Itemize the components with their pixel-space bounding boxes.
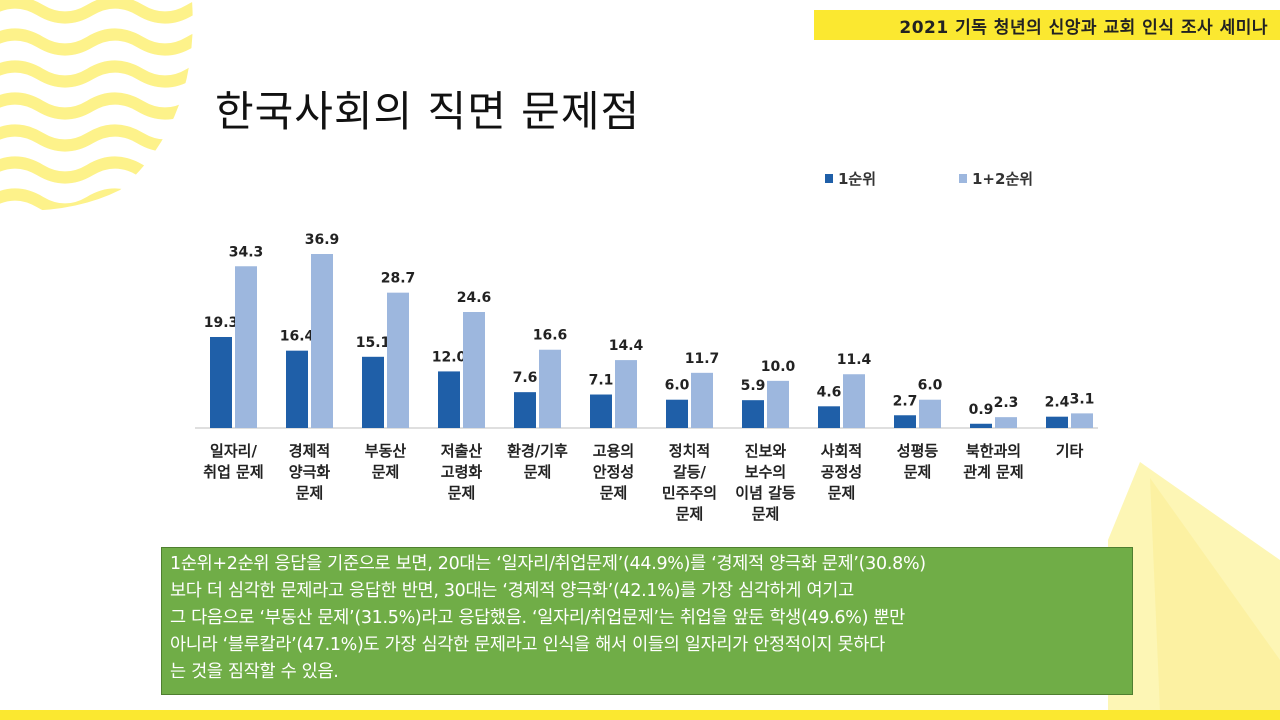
data-label-series-1: 12.0: [432, 349, 467, 365]
legend-label-series-2: 1+2순위: [972, 170, 1033, 188]
category-label: 일자리/: [210, 442, 257, 460]
bar-series-2: [235, 266, 257, 428]
category-label: 문제: [828, 484, 856, 502]
category-label: 이념 갈등: [735, 484, 796, 502]
category-label: 고용의: [593, 442, 634, 460]
bar-chart: 1순위 1+2순위 19.3 34.3 일자리/취업 문제 16.4 36.9 경제적양극…: [195, 170, 1098, 523]
data-label-series-2: 10.0: [761, 359, 796, 375]
data-label-series-2: 3.1: [1070, 391, 1095, 407]
bar-series-2: [387, 292, 409, 428]
data-label-series-1: 4.6: [817, 384, 842, 400]
data-label-series-2: 16.6: [533, 328, 568, 344]
bar-series-1: [742, 400, 764, 428]
callout-line: 보다 더 심각한 문제라고 응답한 반면, 30대는 ‘경제적 양극화’(42.…: [170, 581, 854, 601]
data-label-series-2: 11.4: [837, 352, 872, 368]
category-label: 고령화: [441, 463, 483, 481]
bar-series-2: [767, 380, 789, 428]
data-label-series-1: 7.6: [513, 370, 538, 386]
seminar-title-banner: 2021 기독 청년의 신앙과 교회 인식 조사 세미나: [814, 10, 1280, 40]
bar-series-1: [1046, 416, 1068, 428]
bar-series-1: [210, 336, 232, 428]
data-label-series-1: 0.9: [969, 402, 994, 418]
bar-series-1: [362, 356, 384, 428]
category-label: 문제: [752, 505, 780, 523]
summary-callout: 1순위+2순위 응답을 기준으로 보면, 20대는 ‘일자리/취업문제’(44.…: [161, 547, 1133, 695]
data-label-series-1: 2.4: [1045, 395, 1070, 411]
bar-series-2: [615, 360, 637, 428]
callout-line: 그 다음으로 ‘부동산 문제’(31.5%)라고 응답했음. ‘일자리/취업문제…: [170, 608, 905, 628]
bar-series-2: [919, 399, 941, 428]
category-label: 안정성: [593, 463, 634, 481]
data-label-series-2: 36.9: [305, 232, 340, 248]
data-label-series-1: 6.0: [665, 378, 690, 394]
category-label: 문제: [448, 484, 476, 502]
data-label-series-2: 24.6: [457, 290, 492, 306]
category-label: 문제: [904, 463, 932, 481]
category-label: 기타: [1056, 442, 1084, 460]
legend-swatch-series-1: [825, 174, 833, 183]
category-label: 환경/기후: [507, 442, 568, 460]
category-label: 민주주의: [662, 484, 717, 502]
bar-series-1: [590, 394, 612, 428]
data-label-series-1: 2.7: [893, 393, 918, 409]
category-label: 공정성: [821, 463, 862, 481]
category-label: 문제: [524, 463, 552, 481]
data-label-series-2: 34.3: [229, 244, 264, 260]
data-label-series-2: 2.3: [994, 395, 1019, 411]
category-label: 관계 문제: [963, 463, 1023, 481]
data-label-series-1: 15.1: [356, 335, 391, 351]
bar-series-1: [818, 406, 840, 428]
data-label-series-2: 14.4: [609, 338, 644, 354]
category-label: 문제: [676, 505, 704, 523]
category-label: 사회적: [821, 442, 862, 460]
page-title: 한국사회의 직면 문제점: [215, 87, 641, 136]
category-label: 문제: [296, 484, 324, 502]
bottom-accent-band: [0, 710, 1280, 720]
category-label: 북한과의: [966, 442, 1021, 460]
data-label-series-2: 11.7: [685, 351, 720, 367]
bar-series-1: [514, 392, 536, 428]
bar-series-1: [438, 371, 460, 428]
category-label: 문제: [600, 484, 628, 502]
bar-series-2: [995, 417, 1017, 428]
category-label: 문제: [372, 463, 400, 481]
data-label-series-1: 5.9: [741, 378, 766, 394]
data-label-series-2: 6.0: [918, 378, 943, 394]
category-label: 성평등: [897, 442, 939, 460]
category-label: 취업 문제: [203, 463, 263, 481]
category-label: 양극화: [289, 463, 331, 481]
bar-series-1: [970, 423, 992, 428]
category-label: 저출산: [441, 442, 483, 460]
legend-swatch-series-2: [959, 174, 967, 183]
callout-line: 아니라 ‘블루칼라’(47.1%)도 가장 심각한 문제라고 인식을 해서 이들…: [170, 635, 885, 655]
bar-series-2: [1071, 413, 1093, 428]
category-label: 부동산: [365, 442, 407, 460]
bar-series-2: [311, 254, 333, 428]
chart-legend: 1순위 1+2순위: [825, 170, 1033, 188]
bar-series-2: [463, 312, 485, 428]
category-label: 갈등/: [673, 463, 707, 481]
legend-label-series-1: 1순위: [838, 170, 876, 188]
bar-series-1: [894, 415, 916, 428]
callout-line: 1순위+2순위 응답을 기준으로 보면, 20대는 ‘일자리/취업문제’(44.…: [170, 554, 926, 574]
bar-series-1: [286, 350, 308, 428]
bar-series-1: [666, 399, 688, 428]
category-label: 보수의: [745, 463, 786, 481]
category-label: 경제적: [289, 442, 330, 460]
data-label-series-1: 16.4: [280, 329, 315, 345]
category-label: 진보와: [745, 442, 787, 460]
decorative-wave-pattern: [0, 0, 193, 211]
callout-line: 는 것을 짐작할 수 있음.: [170, 662, 339, 682]
data-label-series-1: 19.3: [204, 315, 239, 331]
bar-series-2: [691, 372, 713, 428]
bar-series-2: [843, 374, 865, 428]
data-label-series-2: 28.7: [381, 271, 416, 287]
category-label: 정치적: [669, 442, 710, 460]
bar-series-2: [539, 349, 561, 428]
data-label-series-1: 7.1: [589, 373, 614, 389]
